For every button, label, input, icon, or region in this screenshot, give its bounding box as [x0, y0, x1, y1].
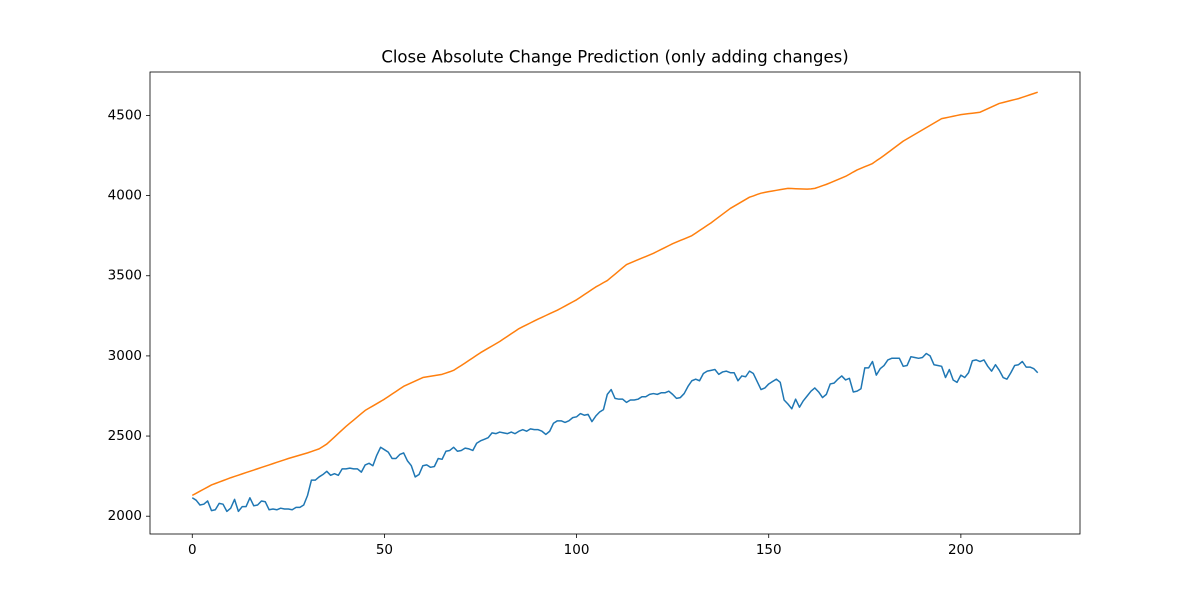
x-tick-label: 150 [756, 542, 782, 558]
chart-title: Close Absolute Change Prediction (only a… [381, 48, 848, 67]
x-tick-label: 0 [188, 542, 197, 558]
series-line [191, 91, 1038, 497]
x-tick-label: 100 [564, 542, 590, 558]
x-tick-label: 50 [376, 542, 393, 558]
y-tick-label: 2500 [108, 428, 142, 444]
y-tick-label: 2000 [108, 508, 142, 524]
plot-frame [149, 71, 1081, 535]
x-tick-label: 200 [948, 542, 974, 558]
y-tick-label: 3000 [108, 348, 142, 364]
y-tick-label: 4500 [108, 107, 142, 123]
y-tick-label: 3500 [108, 268, 142, 284]
y-tick-label: 4000 [108, 188, 142, 204]
series-line [191, 352, 1039, 513]
